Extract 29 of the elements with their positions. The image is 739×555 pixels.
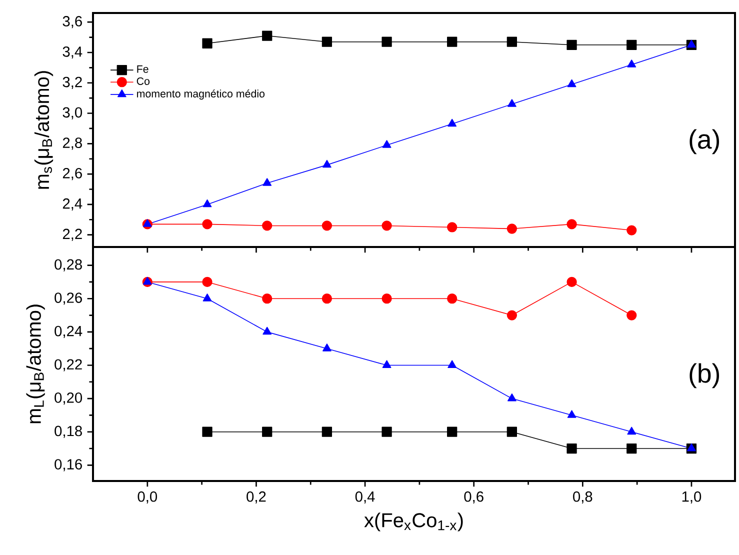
legend-label: Fe: [137, 65, 148, 73]
x-tick-label: 0,0: [138, 491, 158, 504]
y-tick-label: 0,18: [54, 426, 82, 438]
y-tick-label: 3,0: [62, 107, 82, 120]
x-tick-label: 1,0: [682, 491, 702, 504]
legend-label: momento magnético médio: [137, 89, 265, 100]
legend-label: Co: [136, 77, 150, 85]
y-tick-label: 3,6: [62, 16, 82, 28]
y-tick-label: 2,4: [62, 198, 82, 211]
y-axis-title: m$_{L}$(μ$_{B}$/atomo): [26, 304, 45, 424]
y-tick-label: 2,6: [62, 168, 82, 180]
y-tick-label: 0,26: [54, 292, 82, 305]
y-tick-label: 2,2: [62, 228, 82, 241]
y-tick-label: 3,4: [62, 46, 82, 59]
x-axis-title: x(Fe$_{x}$Co$_{1-x}$): [364, 512, 463, 532]
annotation: (a): [690, 129, 720, 154]
annotation: (b): [690, 363, 720, 388]
x-tick-label: 0,6: [464, 491, 484, 504]
y-tick-label: 0,16: [54, 459, 82, 472]
y-tick-label: 0,28: [54, 259, 82, 272]
x-tick-label: 0,8: [573, 491, 592, 504]
y-tick-label: 0,20: [54, 392, 82, 405]
y-axis-title: m$_{s}$(μ$_{B}$/atomo): [34, 71, 54, 189]
y-tick-label: 0,24: [54, 326, 82, 338]
y-tick-label: 0,22: [54, 359, 82, 372]
x-tick-label: 0,4: [355, 491, 375, 504]
y-tick-label: 3,2: [62, 76, 82, 89]
x-tick-label: 0,2: [246, 491, 266, 504]
y-tick-label: 2,8: [62, 138, 82, 150]
